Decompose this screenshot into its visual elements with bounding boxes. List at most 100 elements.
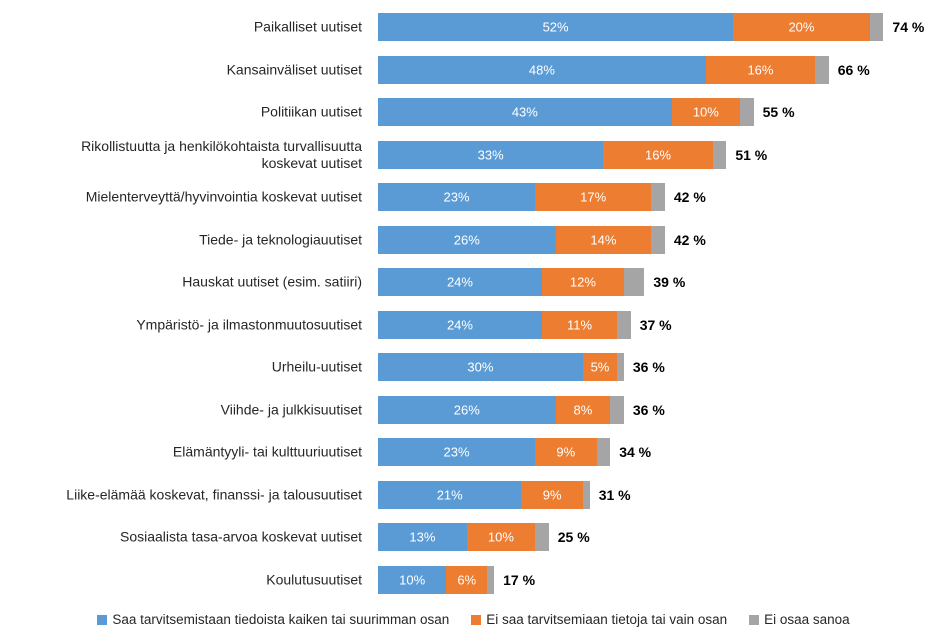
value-label: 8%: [573, 402, 593, 418]
bar-segment: [610, 395, 624, 424]
total-label: 74 %: [892, 19, 925, 35]
bar-segment: [535, 438, 597, 467]
legend-label: Ei saa tarvitsemiaan tietoja tai vain os…: [486, 612, 728, 627]
legend-item: Saa tarvitsemistaan tiedoista kaiken tai…: [97, 612, 449, 627]
bar-segment: [378, 225, 556, 254]
total-label: 55 %: [762, 104, 795, 121]
value-label: 23%: [443, 189, 470, 205]
bar-segment: [617, 353, 624, 382]
value-label: 33%: [477, 147, 504, 163]
bar-segment: [596, 438, 611, 467]
total-label: 42 %: [673, 231, 706, 248]
bar-segment: [378, 183, 536, 212]
bar-segment: [378, 523, 467, 552]
bar-segment: [733, 13, 870, 41]
category-label: Ympäristö- ja ilmastonmuutosuutiset: [136, 316, 362, 333]
total-label: 51 %: [735, 146, 768, 163]
bar-segment: [378, 353, 583, 382]
total-label: 42 %: [673, 189, 706, 206]
value-label: 21%: [436, 487, 463, 503]
bar-segment: [466, 523, 536, 552]
bar-segment: [378, 438, 536, 467]
bar-segment: [535, 523, 549, 552]
value-label: 24%: [446, 317, 473, 333]
total-label: 66 %: [837, 61, 870, 78]
value-label: 16%: [747, 62, 774, 78]
bar-segment: [378, 55, 706, 84]
total-label: 36 %: [632, 359, 665, 376]
value-label: 26%: [453, 232, 480, 248]
value-label: 10%: [399, 572, 426, 588]
bar-segment: [555, 395, 611, 424]
category-label: Sosiaalista tasa-arvoa koskevat uutiset: [119, 528, 362, 545]
bar-segment: [378, 13, 734, 41]
value-label: 43%: [511, 104, 538, 120]
value-label: 10%: [487, 529, 514, 545]
value-label: 9%: [556, 444, 576, 460]
bar-segment: [582, 480, 590, 509]
bar-segment: [521, 480, 583, 509]
value-label: 52%: [542, 19, 569, 35]
total-label: 17 %: [503, 572, 536, 589]
total-label: 34 %: [619, 444, 652, 461]
legend-label: Saa tarvitsemistaan tiedoista kaiken tai…: [112, 612, 450, 627]
total-label: 36 %: [632, 401, 665, 418]
bar-segment: [582, 353, 618, 382]
value-label: 11%: [566, 317, 593, 333]
value-label: 24%: [446, 274, 473, 290]
category-label: Kansainväliset uutiset: [226, 61, 362, 78]
total-label: 31 %: [598, 486, 631, 503]
value-label: 10%: [692, 104, 719, 120]
value-label: 13%: [409, 529, 436, 545]
total-label: 37 %: [639, 316, 672, 333]
category-label: Urheilu-uutiset: [271, 358, 362, 375]
bar-segment: [603, 140, 713, 169]
bar-segment: [535, 183, 652, 212]
total-label: 25 %: [557, 529, 590, 546]
bar-segment: [869, 13, 884, 41]
category-label: Liike-elämää koskevat, finanssi- ja talo…: [66, 486, 362, 503]
legend-label: Ei osaa sanoa: [764, 612, 850, 627]
value-label: 30%: [467, 359, 494, 375]
value-label: 17%: [580, 189, 607, 205]
bar-segment: [487, 566, 495, 595]
bar-segment: [378, 140, 604, 169]
value-label: 12%: [569, 274, 596, 290]
legend-swatch: [471, 614, 482, 625]
value-label: 5%: [590, 359, 610, 375]
bar-segment: [815, 55, 829, 84]
value-label: 6%: [457, 572, 477, 588]
legend-swatch: [97, 614, 108, 625]
legend-swatch: [749, 614, 760, 625]
legend-item: Ei saa tarvitsemiaan tietoja tai vain os…: [471, 612, 727, 627]
bar-segment: [541, 268, 624, 297]
bar-segment: [617, 310, 631, 339]
value-label: 20%: [788, 19, 815, 35]
category-label: Politiikan uutiset: [260, 103, 362, 120]
bar-segment: [712, 140, 727, 169]
bar-segment: [623, 268, 645, 297]
bar-segment: [651, 183, 665, 212]
legend-item: Ei osaa sanoa: [749, 612, 850, 627]
category-label: Rikollistuutta ja henkilökohtaista turva…: [81, 137, 362, 171]
category-label: Paikalliset uutiset: [253, 18, 362, 35]
category-label: Viihde- ja julkkisuutiset: [220, 401, 362, 418]
bar-segment: [378, 566, 447, 595]
category-label: Tiede- ja teknologiauutiset: [199, 231, 362, 248]
value-label: 16%: [645, 147, 672, 163]
total-label: 39 %: [653, 274, 686, 291]
value-label: 26%: [453, 402, 480, 418]
value-label: 48%: [528, 62, 555, 78]
category-label: Hauskat uutiset (esim. satiiri): [182, 273, 362, 290]
bar-segment: [378, 480, 522, 509]
category-label: Koulutusuutiset: [266, 571, 362, 588]
bar-segment: [378, 98, 672, 127]
bar-segment: [705, 55, 816, 84]
value-label: 9%: [542, 487, 562, 503]
bar-segment: [378, 310, 542, 339]
category-label: Mielenterveyttä/hyvinvointia koskevat uu…: [85, 188, 362, 205]
bar-segment: [671, 98, 740, 127]
value-label: 14%: [590, 232, 617, 248]
bar-segment: [378, 395, 556, 424]
